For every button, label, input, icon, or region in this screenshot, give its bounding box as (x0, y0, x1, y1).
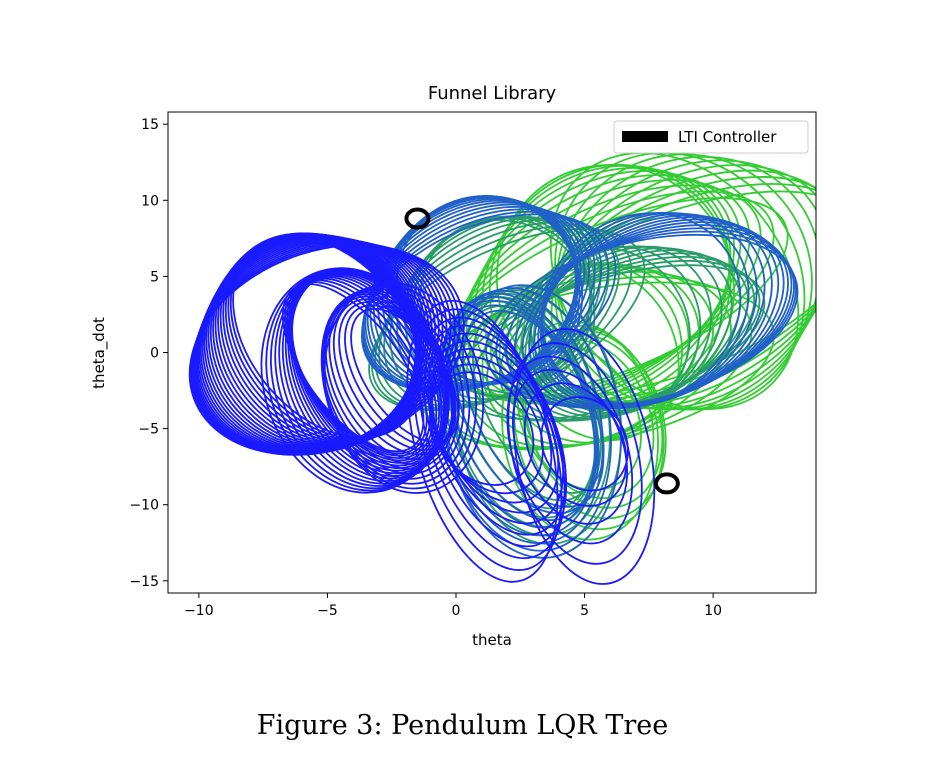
y-tick-label: 5 (150, 269, 159, 285)
funnel-ellipse (541, 212, 758, 406)
legend: LTI Controller (613, 120, 809, 154)
series-layer (188, 152, 816, 585)
legend-swatch-lti-controller (622, 131, 668, 142)
x-axis: −10 −5 0 5 10 (184, 593, 722, 619)
funnel-ellipse (507, 342, 643, 565)
x-tick-label: 0 (452, 603, 461, 619)
funnel-ellipse (443, 284, 622, 559)
y-tick-label: 0 (150, 346, 159, 362)
funnel-ellipse (554, 152, 806, 411)
funnel-ellipse (459, 174, 742, 405)
funnel-ellipse (418, 316, 566, 560)
x-tick-label: 5 (580, 603, 589, 619)
legend-box (613, 120, 809, 154)
x-tick-label: −5 (317, 603, 338, 619)
funnel-ellipse (412, 308, 563, 571)
y-tick-label: 15 (141, 117, 159, 133)
y-axis: −15 −10 −5 0 5 10 15 (129, 117, 168, 590)
funnel-ellipse (512, 328, 656, 585)
y-axis-label: theta_dot (90, 317, 109, 389)
lti-controller-point (404, 207, 431, 230)
funnel-ellipse (540, 212, 742, 405)
funnel-ellipse (423, 324, 568, 548)
y-tick-label: −15 (129, 574, 159, 590)
funnel-ellipse (406, 299, 559, 583)
figure-caption: Figure 3: Pendulum LQR Tree (256, 710, 669, 741)
x-tick-label: 10 (704, 603, 722, 619)
funnel-ellipse (511, 368, 629, 525)
legend-label-lti-controller: LTI Controller (678, 128, 777, 146)
y-tick-label: −5 (138, 422, 159, 438)
funnel-ellipse (323, 282, 485, 494)
lti-controller-point (653, 472, 680, 495)
funnel-ellipse (541, 211, 750, 406)
funnel-ellipse (480, 164, 731, 406)
funnel-ellipse (506, 355, 634, 545)
x-tick-label: −10 (184, 603, 214, 619)
y-tick-label: −10 (129, 498, 159, 514)
x-axis-label: theta (472, 631, 512, 649)
chart-title: Funnel Library (428, 83, 557, 104)
funnel-ellipse (549, 152, 800, 410)
y-tick-label: 10 (141, 193, 159, 209)
